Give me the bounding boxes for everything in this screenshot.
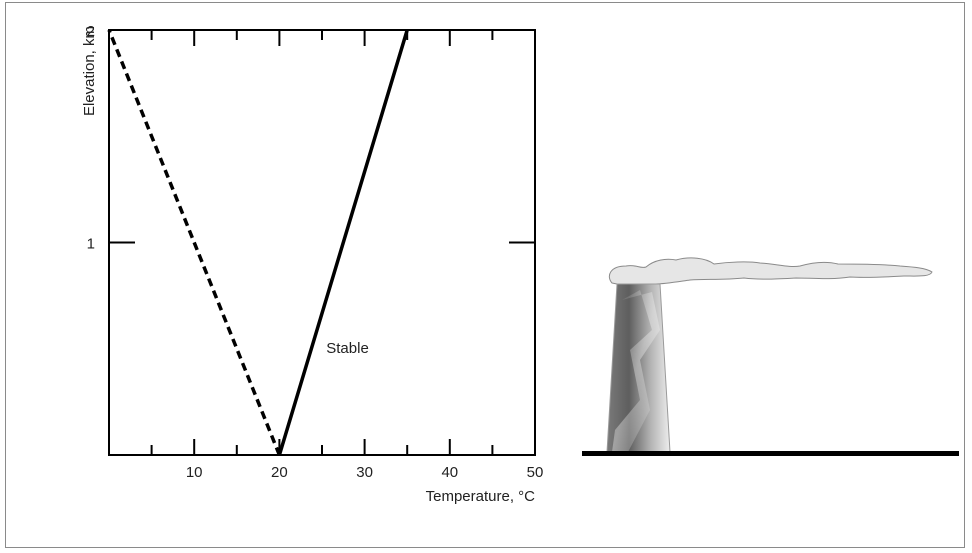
y-axis-title: Elevation, km	[81, 26, 98, 116]
x-tick-label: 40	[441, 464, 458, 481]
x-axis-title: Temperature, °C	[426, 488, 536, 505]
ground-line	[582, 451, 959, 456]
x-tick-label: 10	[186, 464, 203, 481]
data-series	[107, 29, 409, 456]
dashed-lapse-line	[107, 29, 282, 456]
tick-marks	[109, 29, 536, 455]
stable-annotation: Stable	[326, 340, 369, 357]
x-tick-label: 50	[527, 464, 544, 481]
smoke-plume-icon	[608, 257, 933, 286]
y-tick-label: 2	[87, 23, 95, 40]
x-tick-labels: 10 20 30 40 50	[186, 464, 543, 481]
figure-border	[5, 2, 965, 548]
x-tick-label: 30	[356, 464, 373, 481]
stable-lapse-line	[277, 29, 409, 456]
x-tick-label: 20	[271, 464, 288, 481]
stack-shading	[612, 290, 660, 452]
y-tick-labels: 12	[87, 23, 95, 253]
y-tick-label: 1	[87, 236, 95, 253]
